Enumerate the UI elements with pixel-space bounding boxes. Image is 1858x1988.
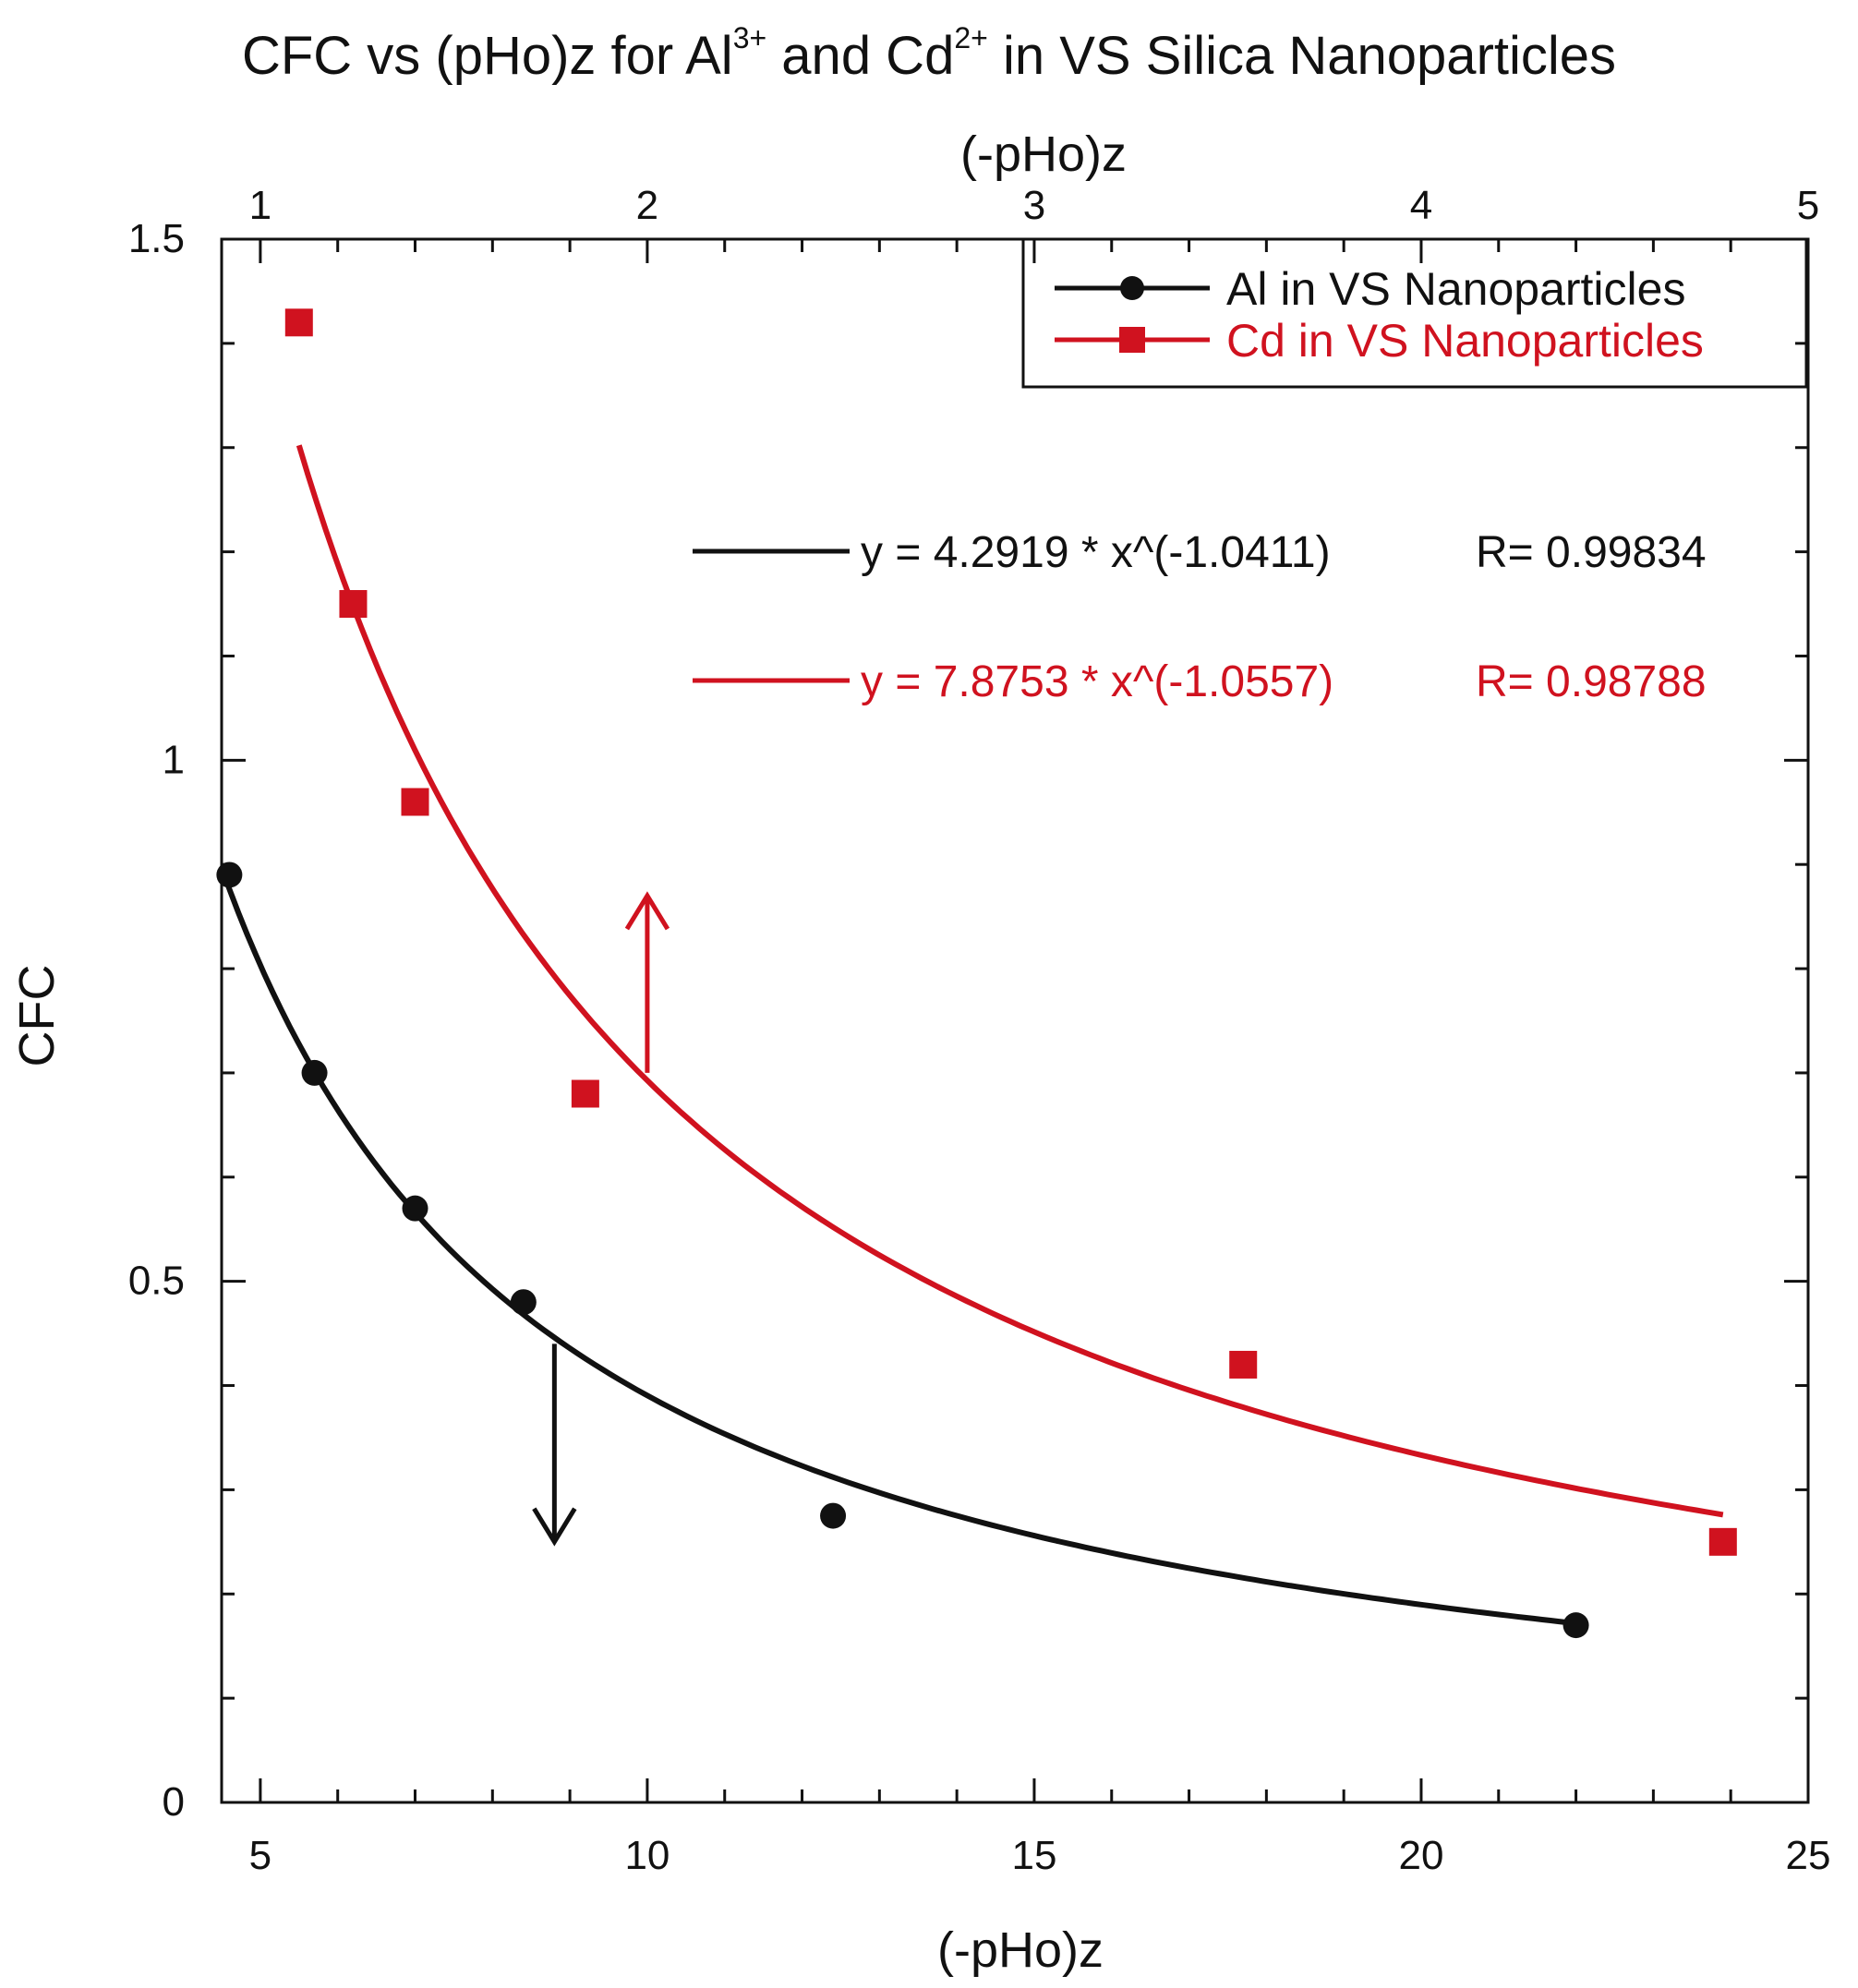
data-point-al — [301, 1059, 328, 1086]
x2-tick-label: 5 — [1797, 183, 1819, 228]
arrow-al-axis-head — [532, 1507, 577, 1547]
fit-curve-al — [219, 867, 1576, 1627]
title-sup-cd: 2+ — [954, 21, 987, 54]
legend-label-al: Al in VS Nanoparticles — [1226, 263, 1685, 315]
annotation-arrows — [532, 891, 670, 1547]
legend-label-cd: Cd in VS Nanoparticles — [1226, 315, 1704, 367]
fit-curve-cd — [296, 444, 1724, 1518]
x-tick-labels: 5 10 15 20 25 — [249, 1833, 1831, 1878]
title-prefix: CFC vs (pHo)z for Al — [242, 26, 733, 86]
title-suffix: in VS Silica Nanoparticles — [988, 26, 1616, 86]
plot-frame — [220, 237, 1810, 1804]
x-axis-label: (-pHo)z — [937, 1922, 1104, 1978]
fit-equation-al: y = 4.2919 * x^(-1.0411) — [861, 528, 1331, 577]
y-tick-label: 1 — [163, 737, 185, 782]
data-point-cd — [1708, 1527, 1737, 1556]
data-point-al — [820, 1502, 847, 1529]
data-point-cd — [1229, 1350, 1258, 1379]
axis-ticks — [222, 237, 1810, 1804]
x2-axis-label: (-pHo)z — [960, 127, 1127, 182]
legend-box — [1021, 237, 1808, 389]
data-point-cd — [401, 788, 429, 816]
x2-tick-label: 3 — [1023, 183, 1045, 228]
arrow-cd-axis-head — [624, 891, 670, 931]
data-point-al — [216, 861, 243, 888]
y-axis-label: CFC — [9, 965, 65, 1067]
fit-curves — [219, 444, 1724, 1627]
title-sup-al: 3+ — [733, 21, 766, 54]
x-tick-label: 10 — [624, 1833, 670, 1878]
legend: Al in VS Nanoparticles Cd in VS Nanopart… — [1021, 237, 1808, 389]
x-tick-label: 25 — [1786, 1833, 1831, 1878]
data-point-al — [402, 1195, 428, 1222]
x2-tick-label: 2 — [636, 183, 658, 228]
x-tick-label: 5 — [249, 1833, 271, 1878]
chart-title: CFC vs (pHo)z for Al3+ and Cd2+ in VS Si… — [242, 21, 1616, 86]
title-middle: and Cd — [766, 26, 954, 86]
data-point-al — [1562, 1612, 1589, 1639]
x2-tick-label: 1 — [249, 183, 271, 228]
data-point-cd — [571, 1079, 599, 1108]
y-tick-label: 1.5 — [128, 216, 185, 261]
legend-marker-cd — [1119, 327, 1145, 353]
legend-marker-al — [1120, 276, 1144, 300]
x2-tick-label: 4 — [1410, 183, 1432, 228]
y-tick-labels: 0 0.5 1 1.5 — [128, 216, 185, 1825]
fit-equation-cd: y = 7.8753 * x^(-1.0557) — [861, 657, 1333, 706]
data-point-cd — [339, 590, 368, 619]
fit-r-cd: R= 0.98788 — [1476, 657, 1707, 706]
x-tick-label: 15 — [1011, 1833, 1056, 1878]
y-tick-label: 0 — [163, 1779, 185, 1825]
data-point-al — [510, 1289, 537, 1316]
x2-tick-labels: 1 2 3 4 5 — [249, 183, 1820, 228]
fit-equations: y = 4.2919 * x^(-1.0411) R= 0.99834 y = … — [693, 528, 1707, 706]
y-tick-label: 0.5 — [128, 1259, 185, 1304]
x-tick-label: 20 — [1398, 1833, 1443, 1878]
data-point-cd — [284, 308, 313, 337]
data-markers — [216, 308, 1737, 1639]
fit-r-al: R= 0.99834 — [1476, 528, 1707, 577]
